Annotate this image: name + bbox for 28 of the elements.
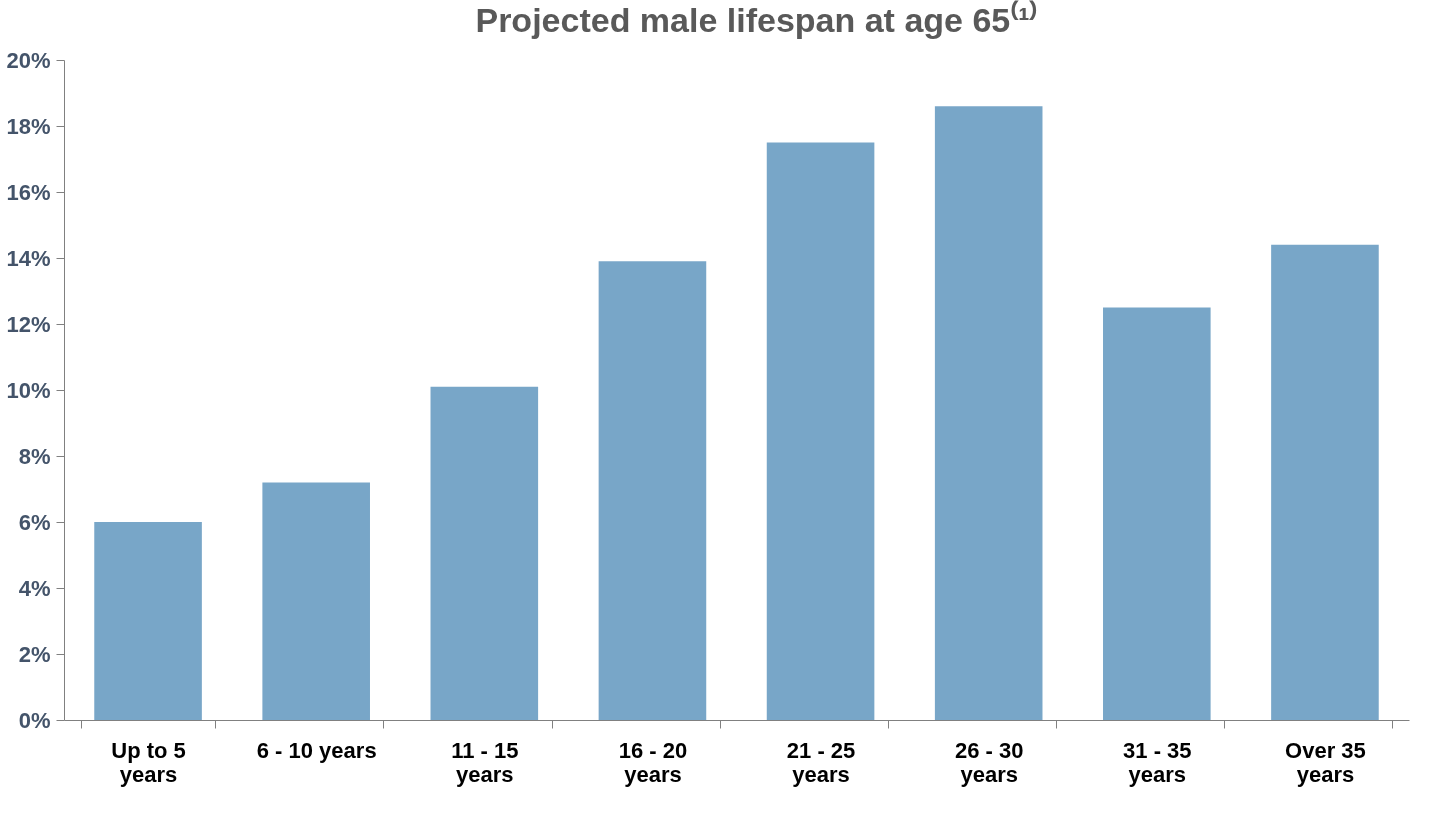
y-tick-label: 14%	[6, 245, 51, 271]
x-tick-label: Over 35 years	[1285, 737, 1366, 787]
chart-title: Projected male lifespan at age 65⁽¹⁾	[475, 0, 1038, 39]
x-tick-label: 16 - 20 years	[618, 737, 688, 787]
y-tick-label: 12%	[6, 311, 51, 337]
bar	[94, 522, 202, 720]
x-tick-label: 31 - 35 years	[1123, 737, 1192, 787]
y-tick-label: 0%	[18, 707, 51, 733]
y-tick-label: 16%	[6, 179, 51, 205]
bar	[430, 386, 539, 720]
x-tick-label: 11 - 15 years	[451, 737, 519, 787]
bar	[598, 261, 707, 720]
bar	[766, 142, 875, 720]
y-tick-label: 2%	[18, 641, 51, 667]
y-tick-label: 20%	[6, 47, 51, 73]
x-tick-label: 6 - 10 years	[256, 737, 377, 763]
x-tick-label: Up to 5 years	[111, 737, 186, 787]
y-tick-label: 18%	[6, 113, 51, 139]
x-tick-label: 26 - 30 years	[954, 737, 1024, 787]
bar	[1271, 244, 1379, 720]
bar	[262, 482, 370, 720]
y-tick-label: 6%	[18, 509, 51, 535]
bar	[934, 106, 1043, 720]
x-tick-label: 21 - 25 years	[786, 737, 856, 787]
y-tick-label: 10%	[6, 377, 51, 403]
y-tick-label: 8%	[18, 443, 51, 469]
y-tick-label: 4%	[18, 575, 51, 601]
bar	[1103, 307, 1211, 720]
